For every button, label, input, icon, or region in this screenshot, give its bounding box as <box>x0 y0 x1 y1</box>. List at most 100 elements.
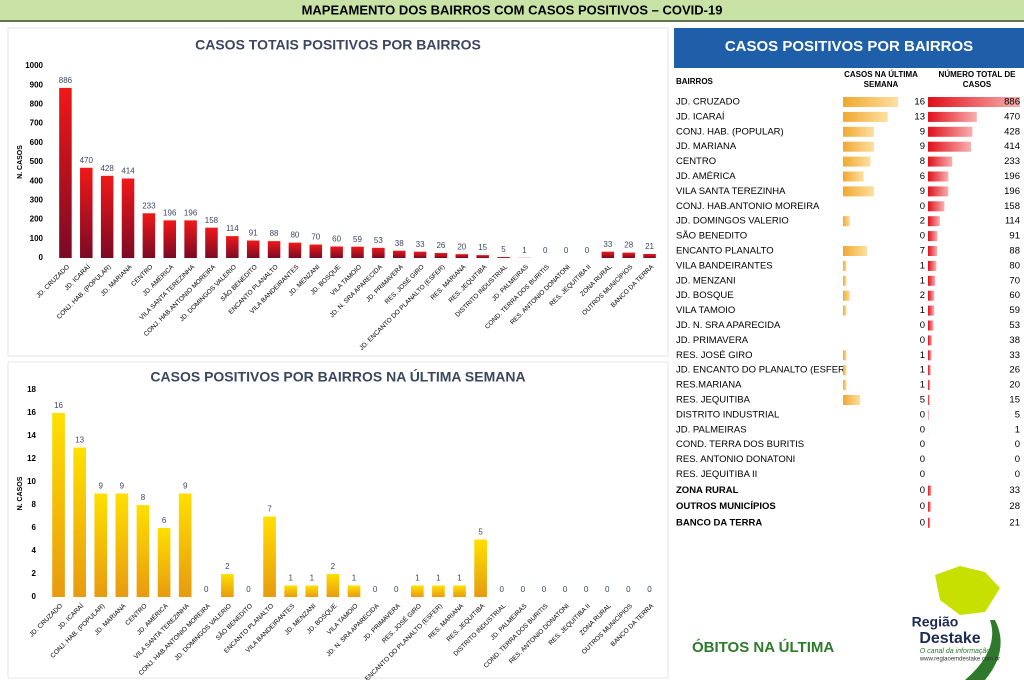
bar <box>643 253 656 258</box>
total-bar <box>928 501 931 512</box>
value-label: 0 <box>564 246 569 255</box>
total-bar <box>928 171 949 182</box>
total-bar <box>928 97 1020 107</box>
total-value: 26 <box>1009 365 1020 376</box>
value-label: 33 <box>416 240 425 249</box>
total-value: 21 <box>1009 517 1020 528</box>
bar <box>226 236 239 258</box>
value-label: 1 <box>310 574 315 583</box>
page-title: MAPEAMENTO DOS BAIRROS COM CASOS POSITIV… <box>302 2 723 17</box>
bar <box>100 175 114 258</box>
row-name: COND. TERRA DOS BURITIS <box>676 439 804 450</box>
value-label: 1 <box>288 574 293 583</box>
bar <box>157 528 171 597</box>
y-tick-label: 0 <box>32 592 37 601</box>
bar <box>163 220 176 258</box>
y-tick-label: 12 <box>27 454 36 463</box>
brand: Região <box>912 614 959 630</box>
value-label: 233 <box>142 201 156 210</box>
week-bar <box>843 395 861 405</box>
value-label: 1 <box>352 574 357 583</box>
week-bar <box>843 126 874 137</box>
total-bar <box>928 141 971 152</box>
week-value: 1 <box>920 260 925 271</box>
slogan: O canal da informação <box>920 648 991 655</box>
week-bar <box>843 111 888 122</box>
week-value: 1 <box>920 350 925 361</box>
y-tick-label: 8 <box>32 500 37 509</box>
total-bar <box>928 350 932 361</box>
bar <box>453 585 466 597</box>
total-value: 470 <box>1004 111 1020 122</box>
bar <box>80 167 93 258</box>
total-bar <box>928 156 953 167</box>
column-header: CASOS NA ÚLTIMA SEMANA <box>844 70 918 89</box>
bar <box>330 246 343 258</box>
total-value: 70 <box>1009 275 1020 286</box>
y-tick-label: 18 <box>27 385 36 394</box>
value-label: 5 <box>478 528 483 537</box>
value-label: 0 <box>246 585 251 594</box>
row-name: JD. N. SRA APARECIDA <box>676 320 781 331</box>
week-value: 9 <box>920 186 925 197</box>
column-header: BAIRROS <box>676 77 713 86</box>
total-value: 88 <box>1009 246 1020 257</box>
value-label: 9 <box>183 482 188 491</box>
y-tick-label: 800 <box>30 100 44 109</box>
total-value: 80 <box>1009 260 1020 271</box>
total-bar <box>928 275 936 286</box>
row-name: CONJ. HAB. (POPULAR) <box>676 126 784 137</box>
value-label: 0 <box>647 585 652 594</box>
week-value: 0 <box>920 501 925 512</box>
week-value: 13 <box>914 111 925 122</box>
week-value: 0 <box>920 454 925 465</box>
y-tick-label: 0 <box>39 253 44 262</box>
bar <box>52 413 65 597</box>
total-value: 33 <box>1009 350 1020 361</box>
week-bar <box>843 260 847 271</box>
y-tick-label: 4 <box>32 546 37 555</box>
bar <box>205 227 218 258</box>
week-value: 0 <box>920 201 925 212</box>
week-value: 2 <box>920 216 925 227</box>
total-value: 886 <box>1004 97 1020 108</box>
total-bar <box>928 201 945 212</box>
total-bar <box>928 320 934 331</box>
y-tick-label: 14 <box>27 431 36 440</box>
week-value: 0 <box>920 469 925 480</box>
value-label: 6 <box>162 516 167 525</box>
row-name: JD. AMÉRICA <box>676 171 736 182</box>
bar <box>476 255 489 258</box>
week-value: 1 <box>920 305 925 316</box>
total-value: 33 <box>1009 485 1020 496</box>
week-bar <box>843 171 864 182</box>
value-label: 1 <box>436 574 441 583</box>
bar <box>410 585 424 597</box>
value-label: 0 <box>373 585 378 594</box>
value-label: 15 <box>478 243 487 252</box>
value-label: 9 <box>99 482 104 491</box>
total-value: 414 <box>1004 141 1020 152</box>
row-name: CENTRO <box>676 156 716 167</box>
week-bar <box>843 216 850 227</box>
row-name: JD. PALMEIRAS <box>676 424 747 435</box>
value-label: 7 <box>267 505 272 514</box>
week-value: 8 <box>920 156 925 167</box>
bar <box>351 246 364 258</box>
bar <box>326 574 340 597</box>
url: www.regiaoemdestake.com.br <box>919 657 1000 663</box>
total-bar <box>928 246 938 256</box>
bar <box>497 257 510 258</box>
total-value: 196 <box>1004 186 1020 197</box>
row-name: JD. ICARAÍ <box>676 111 725 122</box>
value-label: 16 <box>54 401 63 410</box>
value-label: 38 <box>395 239 404 248</box>
bar <box>432 585 445 597</box>
week-bar <box>843 156 871 167</box>
value-label: 0 <box>605 585 610 594</box>
value-label: 13 <box>75 436 84 445</box>
week-value: 0 <box>920 517 925 528</box>
value-label: 2 <box>225 562 230 571</box>
y-axis-label: N. CASOS <box>17 145 24 179</box>
